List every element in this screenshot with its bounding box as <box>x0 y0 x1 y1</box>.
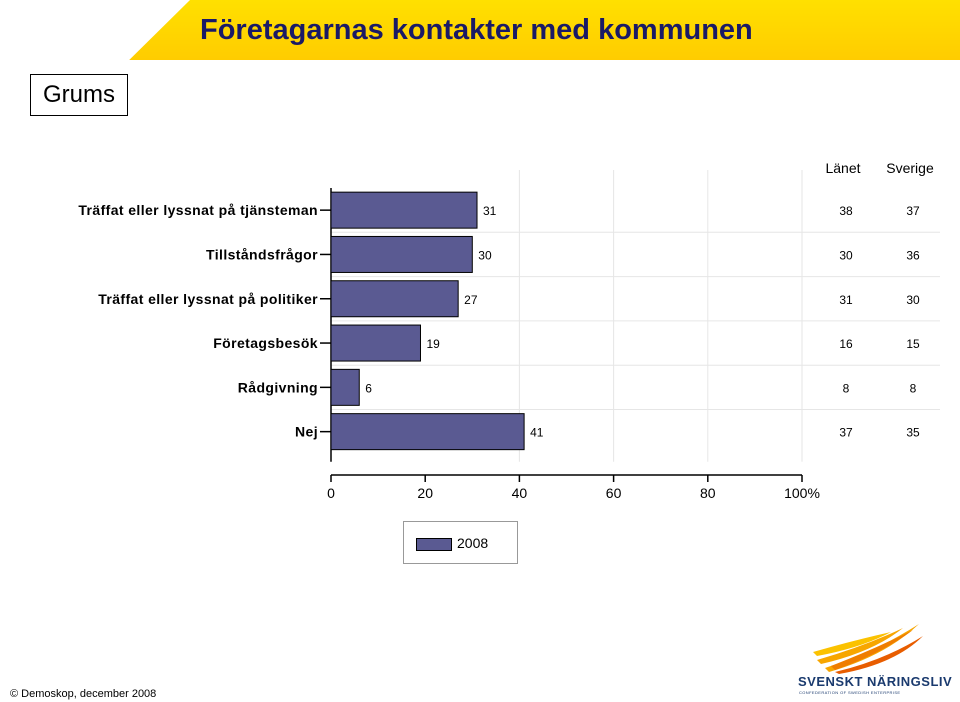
x-tick-label: 100% <box>784 485 820 501</box>
comparison-value-1: 35 <box>906 426 920 440</box>
x-tick-label: 60 <box>606 485 622 501</box>
logo-wordmark: SVENSKT NÄRINGSLIV <box>798 674 953 689</box>
chart-legend: 2008 <box>403 521 518 564</box>
bar <box>330 368 360 406</box>
category-label: Tillståndsfrågor <box>206 246 318 262</box>
bar-value-label: 30 <box>478 248 492 262</box>
bar-value-label: 6 <box>365 381 372 395</box>
bar-value-label: 31 <box>483 204 497 218</box>
x-tick-label: 80 <box>700 485 716 501</box>
comparison-value-1: 37 <box>906 204 920 218</box>
bar <box>330 324 421 362</box>
bar <box>330 413 525 451</box>
legend-swatch <box>416 538 452 551</box>
region-label: Grums <box>30 74 128 116</box>
bar-value-label: 41 <box>530 426 544 440</box>
comparison-value-0: 8 <box>843 381 850 395</box>
comparison-value-0: 38 <box>839 204 853 218</box>
category-label: Nej <box>295 424 318 440</box>
comparison-value-1: 36 <box>906 248 920 262</box>
bar-value-label: 19 <box>426 337 440 351</box>
x-tick-label: 20 <box>417 485 433 501</box>
comparison-header-0: Länet <box>825 160 860 176</box>
comparison-value-1: 30 <box>906 293 920 307</box>
category-label: Träffat eller lyssnat på politiker <box>98 291 318 307</box>
bar <box>330 235 473 273</box>
comparison-value-0: 30 <box>839 248 853 262</box>
comparison-value-0: 37 <box>839 426 853 440</box>
legend-label: 2008 <box>457 535 489 551</box>
comparison-value-1: 15 <box>906 337 920 351</box>
copyright-footer: © Demoskop, december 2008 <box>10 688 157 700</box>
comparison-value-0: 31 <box>839 293 853 307</box>
flame-icon <box>813 624 923 674</box>
page-title: Företagarnas kontakter med kommunen <box>200 14 753 46</box>
bar-value-label: 27 <box>464 293 478 307</box>
bar <box>330 191 478 229</box>
svenskt-naringsliv-logo: SVENSKT NÄRINGSLIV CONFEDERATION OF SWED… <box>795 622 952 696</box>
category-label: Företagsbesök <box>213 335 318 351</box>
category-label: Träffat eller lyssnat på tjänsteman <box>78 202 318 218</box>
logo-subtitle: CONFEDERATION OF SWEDISH ENTERPRISE <box>799 690 901 695</box>
comparison-value-0: 16 <box>839 337 853 351</box>
comparison-header-1: Sverige <box>886 160 934 176</box>
x-tick-label: 40 <box>512 485 528 501</box>
x-tick-label: 0 <box>327 485 335 501</box>
category-label: Rådgivning <box>238 379 318 395</box>
bar <box>330 280 459 318</box>
comparison-value-1: 8 <box>910 381 917 395</box>
